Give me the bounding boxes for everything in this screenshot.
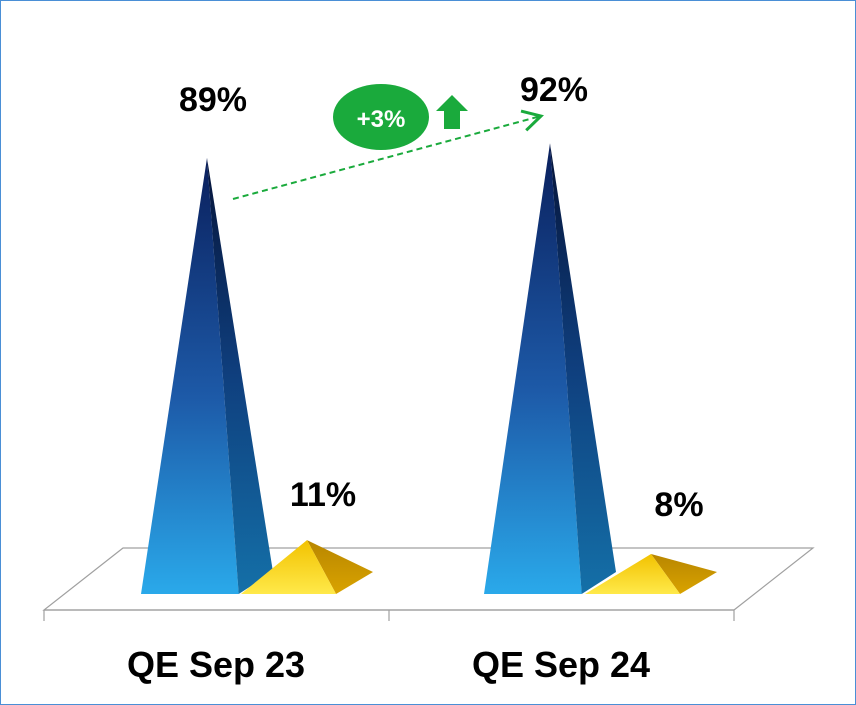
category-label-qe-sep-24: QE Sep 24: [472, 644, 650, 685]
data-label-series2-qe-sep-24: 8%: [654, 486, 703, 524]
pyramid-bar-series2-qe-sep-23: [241, 540, 337, 594]
pyramid-bar-side: [207, 157, 273, 594]
data-label-series1-qe-sep-24: 92%: [520, 71, 588, 109]
up-arrow-icon: [436, 95, 468, 129]
data-label-series2-qe-sep-23: 11%: [290, 476, 356, 514]
pyramid-bar-series2-qe-sep-24: [585, 554, 681, 594]
pyramid-bar-series1-qe-sep-24: [484, 143, 582, 594]
pyramid-bar-side: [307, 540, 373, 594]
pyramid-bar-side: [550, 143, 616, 594]
data-label-series1-qe-sep-23: 89%: [179, 81, 247, 119]
growth-badge-text: +3%: [357, 106, 406, 133]
pyramid-bar-side: [651, 554, 717, 594]
growth-arrow-line: [232, 109, 544, 200]
category-label-qe-sep-23: QE Sep 23: [127, 644, 305, 685]
pyramid-bar-series1-qe-sep-23: [141, 157, 239, 594]
growth-badge: [333, 84, 429, 150]
